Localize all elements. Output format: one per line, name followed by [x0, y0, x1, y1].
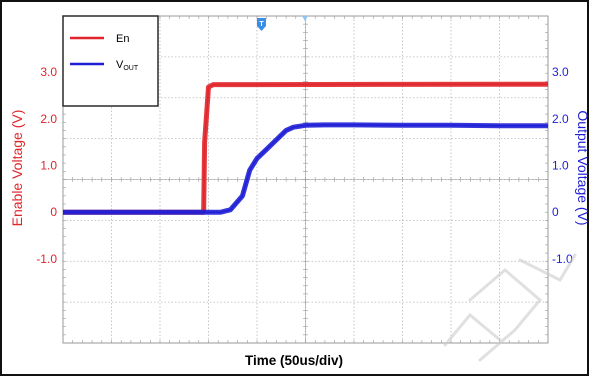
watermark-stroke-3: [518, 253, 577, 282]
watermark-stroke-2: [443, 312, 502, 347]
trace-vout-core: [63, 124, 548, 213]
left-tick-label: 2.0: [40, 112, 57, 126]
legend-label-vout-sub: OUT: [123, 65, 139, 72]
right-tick-label: -1.0: [552, 252, 573, 266]
right-tick-label: 3.0: [552, 65, 569, 79]
left-tick-label: 3.0: [40, 65, 57, 79]
trace-series: [63, 81, 549, 215]
legend-label-en: En: [116, 33, 129, 45]
right-tick-label: 0: [552, 205, 559, 219]
trigger-marker-icon: [257, 18, 266, 31]
legend-label-vout: VOUT: [116, 59, 139, 72]
watermark-stroke-1: [468, 268, 543, 362]
x-axis-label: Time (50us/div): [245, 353, 343, 368]
legend: En VOUT: [62, 15, 159, 107]
position-marker-icon: [302, 16, 308, 21]
right-tick-label: 2.0: [552, 112, 569, 126]
trigger-marker-glyph: T: [259, 21, 264, 28]
position-marker: [302, 16, 308, 21]
left-tick-label: -1.0: [36, 252, 57, 266]
watermark: [443, 253, 577, 362]
right-tick-label: 1.0: [552, 158, 569, 172]
legend-box: [62, 15, 159, 107]
y-axis-label-left: Enable Voltage (V): [9, 110, 25, 227]
right-tick-labels: 3.0 2.0 1.0 0 -1.0: [552, 65, 573, 266]
left-tick-labels: 3.0 2.0 1.0 0 -1.0: [36, 65, 57, 266]
left-tick-label: 0: [50, 205, 57, 219]
trigger-marker: T: [257, 18, 266, 31]
left-tick-label: 1.0: [40, 158, 57, 172]
legend-label-vout-main: V: [116, 59, 124, 71]
y-axis-label-right: Output Voltage (V): [575, 110, 589, 225]
